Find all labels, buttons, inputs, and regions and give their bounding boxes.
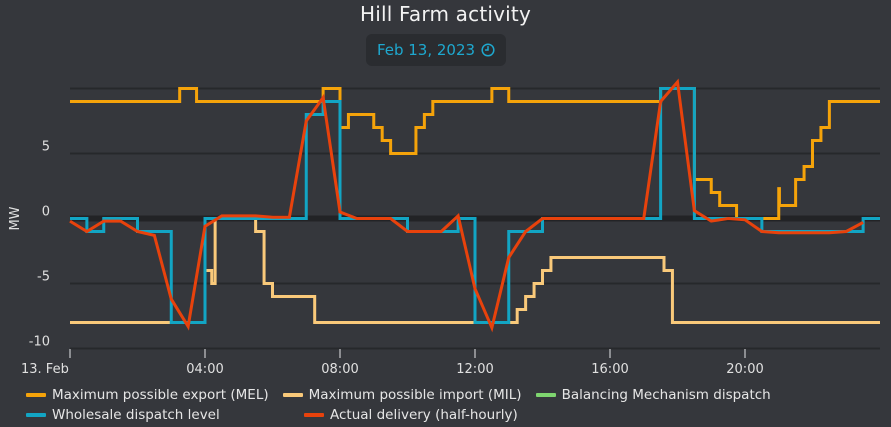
legend-swatch-actual: [304, 413, 324, 417]
legend-swatch-wholesale: [26, 413, 46, 417]
legend-item-bm[interactable]: Balancing Mechanism dispatch: [535, 387, 771, 403]
legend-item-mel[interactable]: Maximum possible export (MEL): [26, 387, 269, 403]
legend-swatch-mil: [282, 393, 303, 397]
series-actual[interactable]: [69, 78, 864, 333]
chart-title: Hill Farm activity: [359, 2, 532, 26]
series-mil[interactable]: [70, 217, 880, 324]
legend-row-1: Maximum possible export (MEL) Maximum po…: [26, 385, 886, 405]
legend-label-mil: Maximum possible import (MIL): [308, 387, 522, 403]
y-tick-label: -10: [29, 335, 50, 350]
date-picker-button[interactable]: Feb 13, 2023: [366, 34, 506, 66]
legend-item-mil[interactable]: Maximum possible import (MIL): [282, 387, 522, 403]
x-tick-label: 04:00: [186, 362, 223, 377]
y-tick-label: 5: [42, 140, 50, 155]
legend-label-bm: Balancing Mechanism dispatch: [561, 387, 771, 403]
legend-swatch-mel: [26, 393, 46, 397]
x-tick-label: 08:00: [321, 362, 358, 377]
date-label: Feb 13, 2023: [376, 41, 476, 59]
x-tick-label: 13. Feb: [21, 362, 69, 377]
series-wholesale[interactable]: [70, 87, 880, 324]
series-mel[interactable]: [70, 87, 880, 220]
legend-label-wholesale: Wholesale dispatch level: [52, 407, 220, 423]
legend-label-actual: Actual delivery (half-hourly): [330, 407, 518, 423]
x-tick-label: 12:00: [456, 362, 493, 377]
x-tick-label: 20:00: [726, 362, 763, 377]
legend-item-wholesale[interactable]: Wholesale dispatch level: [26, 407, 290, 423]
y-tick-label: -5: [37, 270, 50, 285]
legend-row-2: Wholesale dispatch level Actual delivery…: [26, 405, 886, 425]
legend-item-actual[interactable]: Actual delivery (half-hourly): [304, 407, 518, 423]
chart-legend: Maximum possible export (MEL) Maximum po…: [26, 385, 886, 425]
clock-icon: [481, 43, 495, 57]
legend-label-mel: Maximum possible export (MEL): [52, 387, 269, 403]
x-tick-label: 16:00: [591, 362, 628, 377]
legend-swatch-bm: [535, 393, 556, 397]
y-tick-label: 0: [42, 205, 50, 220]
y-axis-title: MW: [8, 206, 23, 230]
